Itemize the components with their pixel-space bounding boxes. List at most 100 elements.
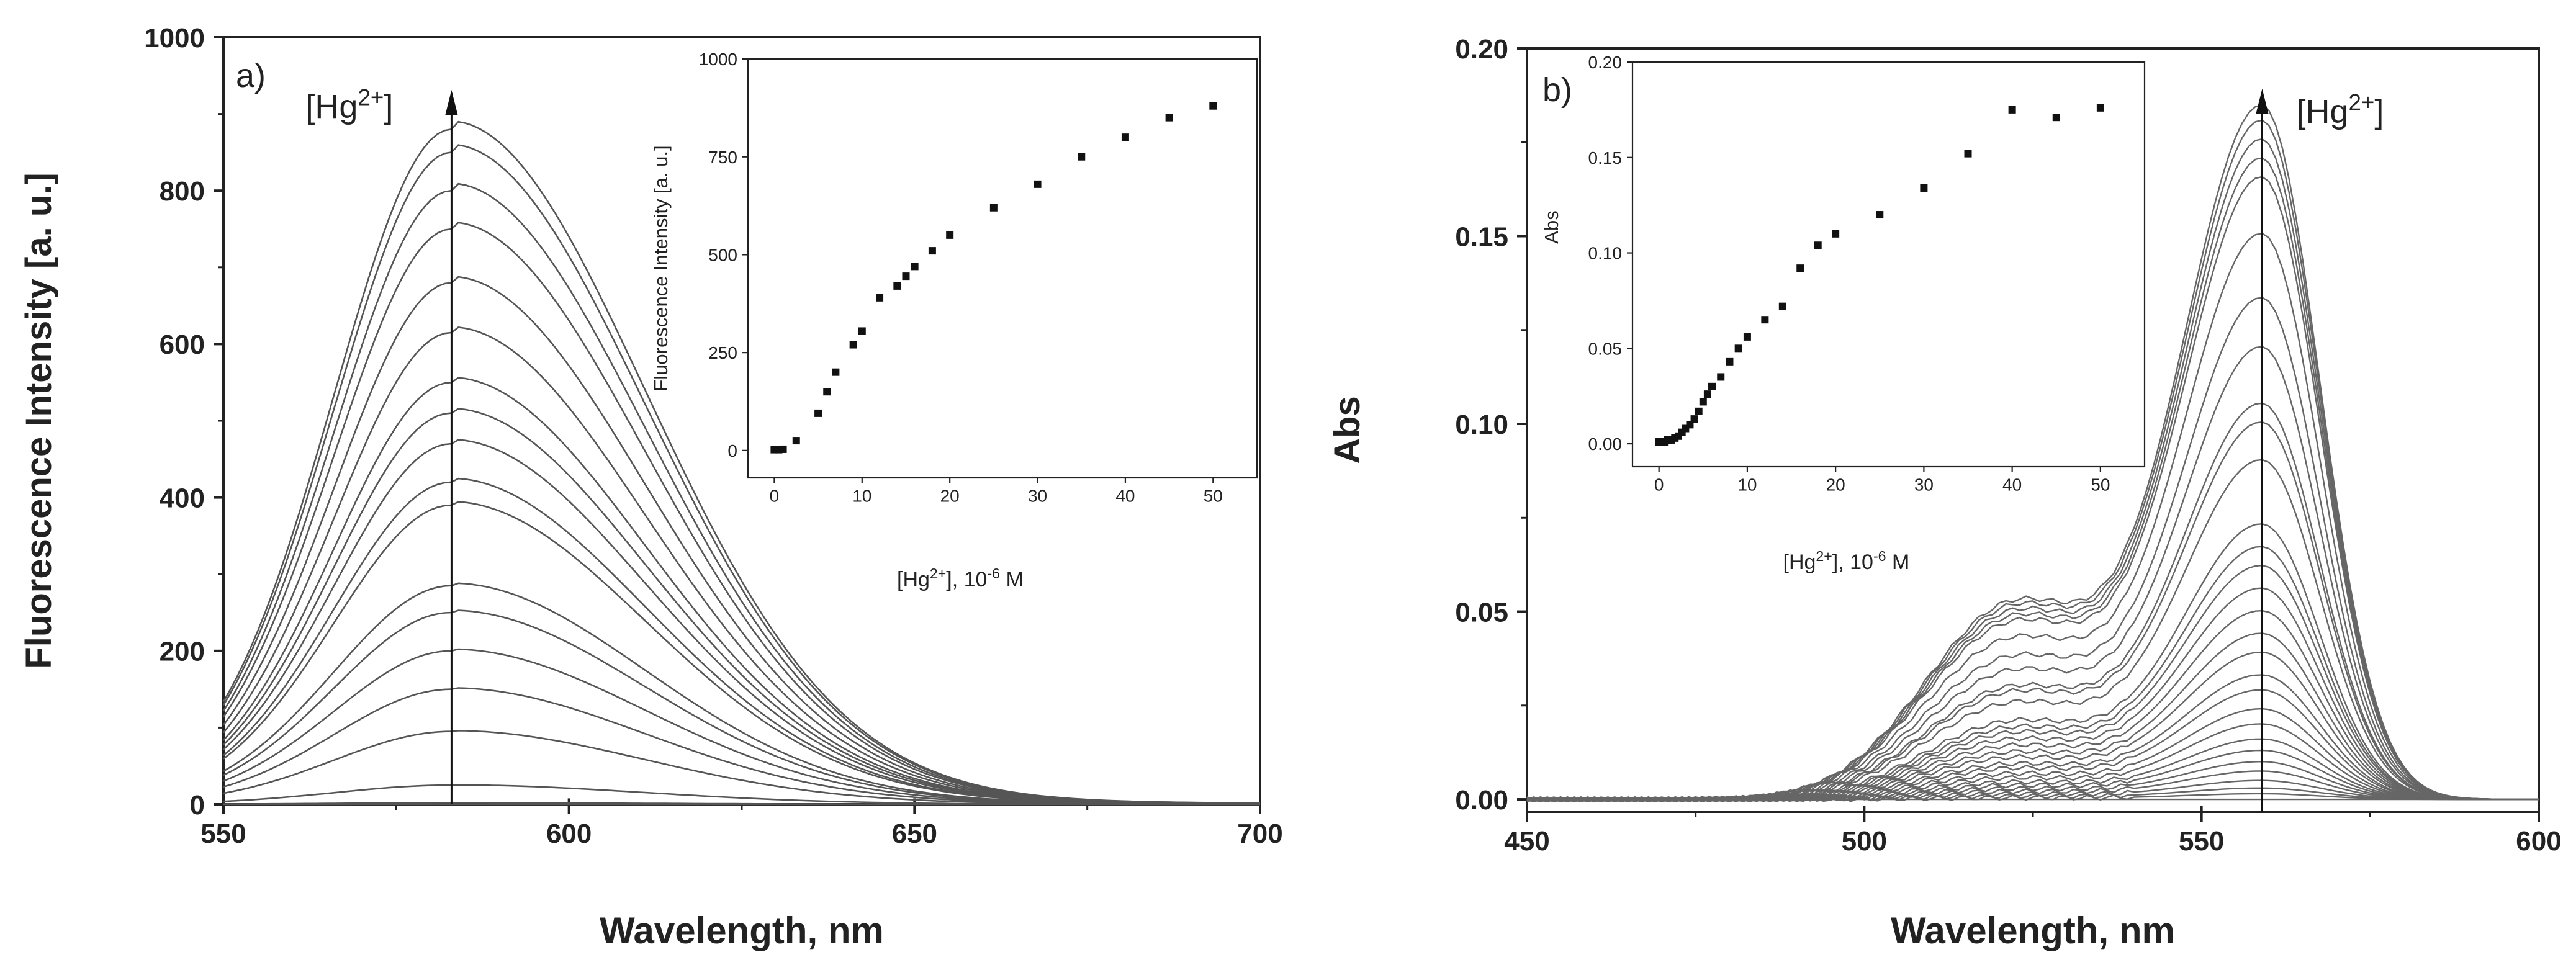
panel-a-inset-x-tick-label: 20 (940, 486, 960, 505)
panel-a-inset-point (779, 445, 787, 453)
panel-a-inset-y-tick-label: 250 (708, 343, 737, 362)
panel-a-inset-point (1034, 180, 1042, 188)
panel-b-arrow-head (2256, 89, 2269, 114)
panel-a-inset-point (1078, 153, 1086, 161)
panel-a-inset-point (928, 247, 936, 255)
panel-b-inset-chart: 0 10 20 30 40 50 0.00 0.05 0.10 0.15 0.20 [Hg2+], 1… (1541, 53, 2146, 574)
panel-b-inset-point (1726, 357, 1734, 366)
panel-a-inset-point (858, 327, 866, 335)
panel-a-y-tick-label: 200 (160, 637, 205, 667)
panel-a-inset-hg-unit: M (1000, 568, 1024, 591)
panel-a-inset-point (1165, 114, 1173, 122)
panel-a-inset-point (1121, 133, 1129, 141)
panel-a-inset-point (911, 263, 919, 271)
panel-b-hg-close: ] (2374, 93, 2384, 130)
panel-b-inset-y-tick-label: 0.15 (1588, 148, 1623, 168)
panel-a-inset-y-tick-label: 0 (727, 441, 737, 460)
panel-a-inset-y-tick-label: 500 (708, 246, 737, 265)
panel-b-inset-point (1832, 230, 1840, 238)
panel-b-y-tick-label: 0.15 (1455, 222, 1508, 252)
panel-b-x-tick-label: 550 (2179, 826, 2224, 856)
panel-a-arrow-head (445, 90, 458, 115)
panel-a-inset-point (876, 294, 884, 302)
panel-a-inset-point (814, 409, 822, 417)
panel-a-spectrum-line (223, 439, 1260, 805)
panel-a-inset-hg-superscript: 2+ (930, 565, 946, 582)
panel-a-fluorescence-chart: 550 600 650 70002004006008001000[Hg2+]a)Wav… (19, 23, 1283, 951)
panel-b-inset-hg-exponent: -6 (1873, 548, 1886, 564)
panel-a-spectrum-line (223, 501, 1260, 805)
panel-b-inset-point (1695, 407, 1703, 415)
panel-b-inset-x-tick-label: 0 (1654, 475, 1664, 494)
panel-b-inset-hg-superscript: 2+ (1816, 548, 1832, 564)
panel-b-inset-point (1778, 302, 1786, 310)
panel-b-inset-x-tick-label: 50 (2091, 475, 2110, 494)
panel-b-inset-point (2052, 114, 2060, 122)
panel-b-absorbance-chart: 450 500 550 6000.000.050.100.150.20[Hg2+]b)… (1327, 34, 2562, 951)
panel-b-x-axis-title: Wavelength, nm (1891, 910, 2175, 951)
panel-b-hg-label: [Hg2+] (2296, 89, 2384, 130)
panel-b-y-tick-label: 0.05 (1455, 597, 1508, 627)
panel-b-inset-hg-close: ], 10 (1832, 550, 1873, 574)
panel-b-hg-text: [Hg (2296, 93, 2348, 130)
panel-b-x-tick-label: 600 (2516, 826, 2561, 856)
panel-a-inset-point (823, 388, 831, 396)
panel-b-inset-point (1703, 390, 1711, 398)
panel-b-inset-y-tick-label: 0.05 (1588, 339, 1623, 358)
panel-b-inset-x-tick-label: 30 (1914, 475, 1934, 494)
panel-a-hg-text: [Hg (305, 88, 358, 125)
panel-b-inset-point (1734, 344, 1742, 353)
panel-b-inset-point (1708, 382, 1716, 390)
panel-b-y-tick-label: 0.20 (1455, 34, 1508, 65)
panel-a-inset-point (989, 204, 998, 212)
panel-a-inset-x-tick-label: 50 (1204, 486, 1223, 505)
panel-b-label: b) (1542, 71, 1572, 109)
panel-b-x-tick-label: 500 (1842, 826, 1887, 856)
panel-a-inset-hg-text: [Hg (897, 568, 930, 591)
panel-a-label: a) (236, 57, 266, 94)
panel-b-inset-y-tick-label: 0.00 (1588, 434, 1623, 454)
panel-b-inset-point (1743, 333, 1751, 341)
panel-b-x-tick-label: 450 (1504, 826, 1549, 856)
panel-a-x-tick-label: 650 (892, 819, 937, 849)
panel-b-inset-point (1686, 421, 1694, 429)
panel-b-inset-x-tick-label: 20 (1826, 475, 1845, 494)
panel-b-inset-hg-unit: M (1886, 550, 1910, 574)
panel-a-inset-point (849, 341, 857, 349)
panel-b-spectrum-line (1526, 459, 2539, 802)
panel-b-y-tick-label: 0.10 (1455, 410, 1508, 440)
panel-a-hg-label: [Hg2+] (305, 84, 393, 125)
panel-a-inset-point (832, 368, 840, 376)
panel-b-inset-hg-text: [Hg (1783, 550, 1816, 574)
panel-a-y-tick-label: 600 (160, 330, 205, 360)
panel-a-x-axis-title: Wavelength, nm (600, 910, 884, 951)
panel-b-y-tick-label: 0.00 (1455, 785, 1508, 815)
panel-b-inset-x-tick-label: 10 (1737, 475, 1757, 494)
panel-a-hg-close: ] (384, 88, 393, 125)
panel-a-x-tick-label: 550 (200, 819, 246, 849)
panel-b-inset-y-tick-label: 0.10 (1588, 244, 1623, 263)
panel-b-spectrum-line (1526, 523, 2539, 802)
panel-b-inset-plot-frame (1631, 61, 2146, 468)
panel-a-inset-hg-exponent: -6 (987, 565, 1000, 582)
panel-b-inset-y-axis-title: Abs (1541, 210, 1562, 243)
panel-a-y-tick-label: 400 (160, 483, 205, 513)
panel-b-spectrum-line (1526, 176, 2539, 802)
panel-b-inset-point (1717, 373, 1725, 381)
panel-a-inset-point (902, 272, 910, 281)
panel-a-inset-y-tick-label: 750 (708, 148, 737, 167)
panel-a-inset-hg-close: ], 10 (946, 568, 987, 591)
panel-a-y-tick-label: 800 (160, 176, 205, 207)
panel-a-y-axis-title: Fluorescence Intensity [a. u.] (19, 173, 59, 668)
panel-b-inset-point (1814, 241, 1822, 249)
panel-b-y-axis-title: Abs (1327, 396, 1367, 464)
panel-a-inset-hg-label: [Hg2+], 10-6 M (897, 565, 1024, 591)
panel-b-inset-point (1964, 150, 1972, 158)
panel-a-inset-plot-frame (747, 58, 1258, 479)
panel-b-inset-point (1690, 415, 1698, 423)
panel-a-spectrum-line (223, 582, 1260, 805)
panel-a-inset-x-tick-label: 30 (1028, 486, 1047, 505)
panel-b-inset-y-tick-label: 0.20 (1588, 53, 1623, 72)
panel-b-hg-superscript: 2+ (2349, 89, 2375, 115)
